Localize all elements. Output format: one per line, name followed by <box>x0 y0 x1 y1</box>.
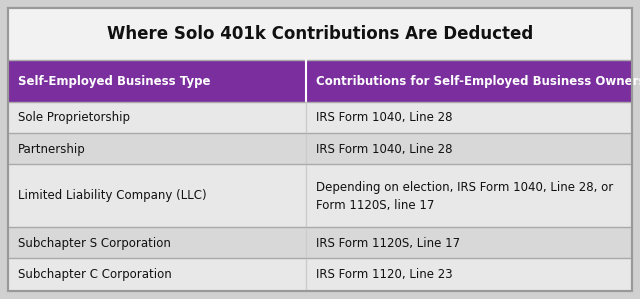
Text: IRS Form 1120S, Line 17: IRS Form 1120S, Line 17 <box>316 237 460 249</box>
Text: Limited Liability Company (LLC): Limited Liability Company (LLC) <box>18 190 207 202</box>
Text: Sole Proprietorship: Sole Proprietorship <box>18 111 130 124</box>
Text: Partnership: Partnership <box>18 143 86 155</box>
Bar <box>8 134 632 164</box>
Text: IRS Form 1040, Line 28: IRS Form 1040, Line 28 <box>316 143 452 155</box>
Text: Depending on election, IRS Form 1040, Line 28, or
Form 1120S, line 17: Depending on election, IRS Form 1040, Li… <box>316 181 614 211</box>
Text: Subchapter C Corporation: Subchapter C Corporation <box>18 268 172 281</box>
Bar <box>8 8 632 60</box>
Text: IRS Form 1040, Line 28: IRS Form 1040, Line 28 <box>316 111 452 124</box>
Text: Subchapter S Corporation: Subchapter S Corporation <box>18 237 171 249</box>
Text: IRS Form 1120, Line 23: IRS Form 1120, Line 23 <box>316 268 453 281</box>
Bar <box>8 102 632 133</box>
Bar <box>8 228 632 258</box>
Bar <box>8 165 632 227</box>
Text: Contributions for Self-Employed Business Owners: Contributions for Self-Employed Business… <box>316 74 640 88</box>
Bar <box>8 60 632 102</box>
Text: Self-Employed Business Type: Self-Employed Business Type <box>18 74 211 88</box>
Text: Where Solo 401k Contributions Are Deducted: Where Solo 401k Contributions Are Deduct… <box>107 25 533 43</box>
Bar <box>8 259 632 290</box>
